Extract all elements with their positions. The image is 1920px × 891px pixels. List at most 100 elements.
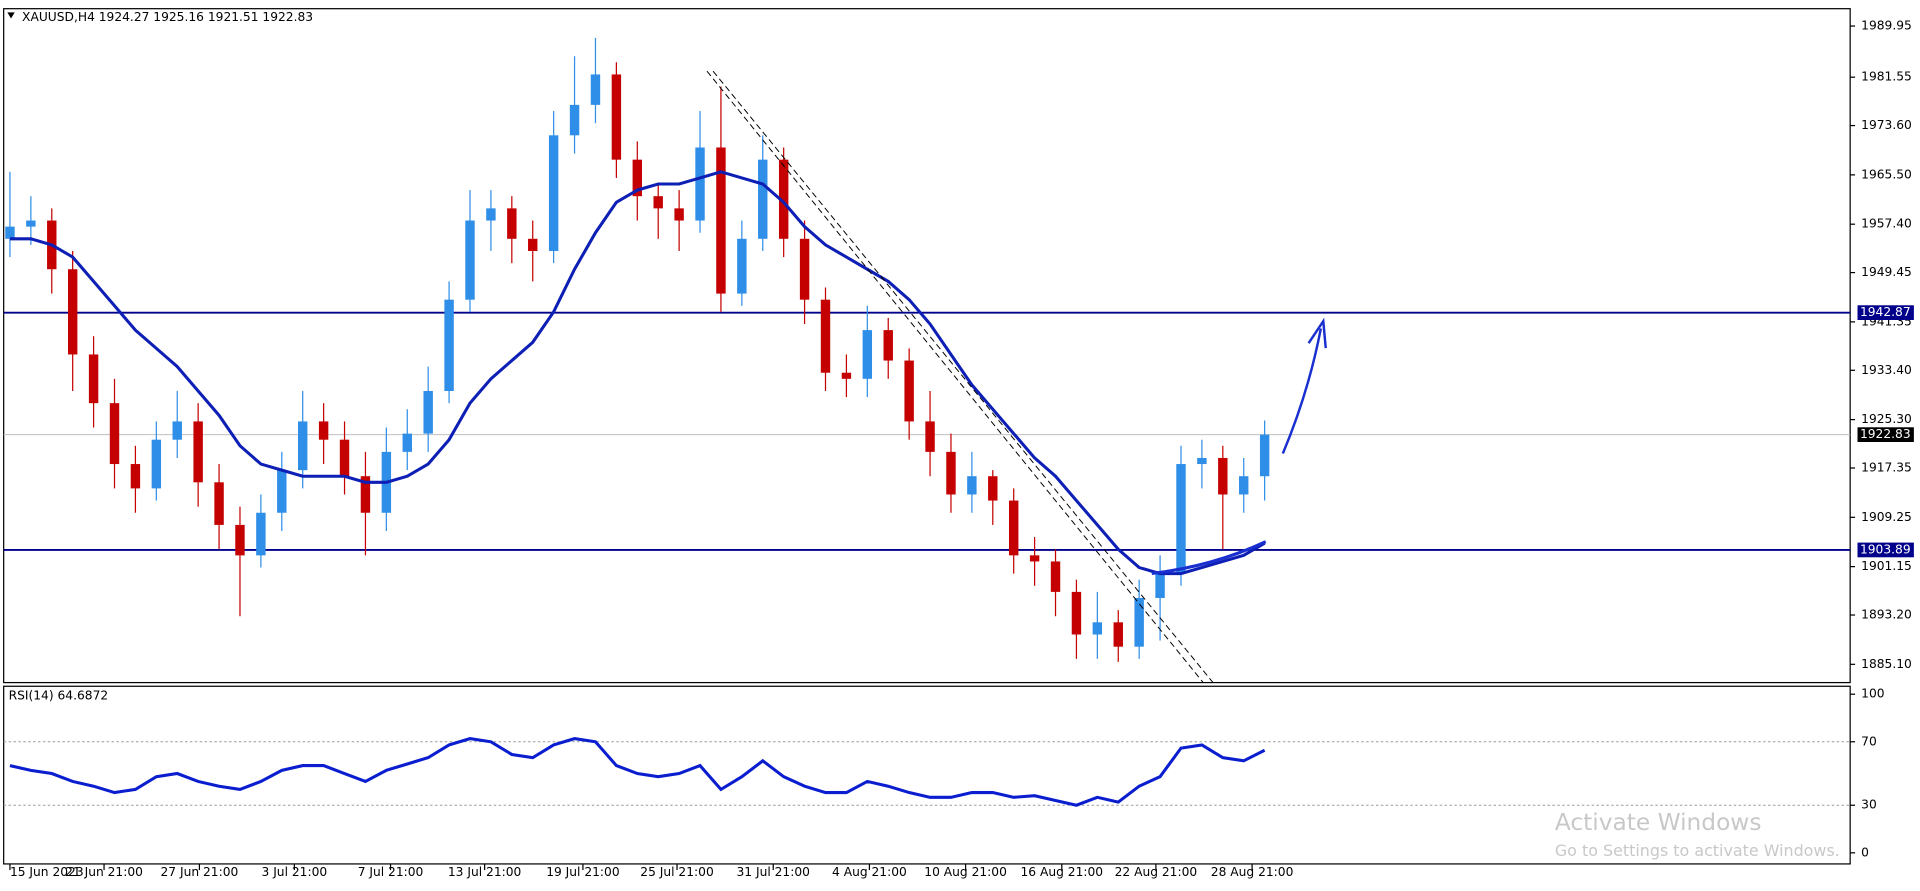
candle-body bbox=[360, 476, 371, 513]
candle-body bbox=[820, 299, 831, 373]
rsi-y-tick-label: 100 bbox=[1861, 687, 1884, 701]
candle-body bbox=[1008, 500, 1019, 556]
candle-body bbox=[5, 226, 15, 239]
candle-body bbox=[632, 159, 642, 197]
x-tick-label: 28 Aug 21:00 bbox=[1211, 865, 1294, 879]
x-tick-label: 27 Jun 21:00 bbox=[160, 865, 238, 879]
x-tick-label: 19 Jul 21:00 bbox=[546, 865, 619, 879]
candle-body bbox=[172, 421, 182, 440]
candle-body bbox=[548, 135, 559, 251]
candle-body bbox=[318, 421, 329, 440]
y-tick-label: 1973.60 bbox=[1861, 118, 1912, 132]
candle-body bbox=[695, 147, 705, 221]
rsi-y-tick-label: 70 bbox=[1861, 734, 1877, 748]
trend-channel-line bbox=[706, 70, 1204, 683]
candle-body bbox=[590, 74, 601, 105]
candle-body bbox=[758, 159, 768, 239]
candle-body bbox=[1071, 591, 1082, 635]
candle-body bbox=[716, 147, 726, 294]
x-tick-label: 25 Jul 21:00 bbox=[640, 865, 713, 879]
x-tick-label: 13 Jul 21:00 bbox=[448, 865, 521, 879]
candle-body bbox=[26, 220, 36, 227]
candle-body bbox=[988, 476, 998, 501]
candle-body bbox=[799, 238, 810, 300]
moving-average bbox=[9, 170, 1266, 576]
candle-body bbox=[778, 159, 789, 239]
candle-body bbox=[569, 104, 580, 136]
candle-body bbox=[653, 196, 663, 209]
candle-body bbox=[193, 421, 203, 483]
arrow-head bbox=[1307, 317, 1327, 349]
candle-body bbox=[67, 269, 78, 355]
candle-body bbox=[486, 208, 496, 221]
candle-body bbox=[528, 238, 538, 251]
candle-body bbox=[1029, 555, 1040, 562]
candle-body bbox=[402, 433, 412, 452]
x-tick-label: 4 Aug 21:00 bbox=[832, 865, 907, 879]
x-tick-label: 3 Jul 21:00 bbox=[262, 865, 328, 879]
x-tick-label: 7 Jul 21:00 bbox=[358, 865, 424, 879]
plot-layer: 1989.95 1981.55 1973.60 1965.50 1957.40 1949.… bbox=[3, 19, 1914, 879]
y-tick-label: 1981.55 bbox=[1861, 70, 1912, 84]
x-tick-label: 31 Jul 21:00 bbox=[736, 865, 809, 879]
candle-body bbox=[1113, 622, 1123, 647]
x-tick-label: 22 Aug 21:00 bbox=[1115, 865, 1198, 879]
y-tick-label: 1885.10 bbox=[1861, 657, 1912, 671]
watermark-title: Activate Windows bbox=[1555, 809, 1762, 836]
level-label: 1903.89 bbox=[1860, 542, 1911, 556]
y-tick-label: 1949.45 bbox=[1861, 265, 1912, 279]
x-tick-label: 21 Jun 21:00 bbox=[65, 865, 143, 879]
candle-body bbox=[1050, 561, 1061, 592]
rsi-panel bbox=[3, 685, 1851, 865]
candle-body bbox=[109, 403, 120, 465]
candle-body bbox=[925, 421, 935, 452]
candle-body bbox=[1176, 464, 1186, 574]
candle-body bbox=[339, 439, 350, 477]
candle-body bbox=[256, 512, 266, 556]
candle-body bbox=[737, 238, 747, 294]
level-label-box bbox=[1857, 542, 1914, 558]
watermark-subtitle: Go to Settings to activate Windows. bbox=[1555, 841, 1840, 860]
x-tick-label: 15 Jun 2023 bbox=[10, 865, 84, 879]
candle-body bbox=[151, 439, 162, 489]
y-tick-label: 1965.50 bbox=[1861, 167, 1912, 181]
candle-body bbox=[1197, 457, 1207, 465]
arrow bbox=[1281, 328, 1323, 454]
candle-body bbox=[1092, 622, 1103, 635]
y-tick-label: 1925.30 bbox=[1861, 412, 1912, 426]
candle-body bbox=[1155, 573, 1165, 598]
level-label-box bbox=[1857, 305, 1914, 320]
candle-body bbox=[88, 354, 99, 404]
candle-body bbox=[130, 464, 141, 489]
rsi-title: RSI(14) 64.6872 bbox=[9, 689, 109, 703]
candle-body bbox=[465, 220, 475, 300]
y-tick-label: 1989.95 bbox=[1861, 19, 1912, 33]
candle-body bbox=[444, 299, 454, 391]
candle-body bbox=[883, 330, 893, 361]
candle-body bbox=[1259, 434, 1270, 477]
y-tick-label: 1957.40 bbox=[1861, 217, 1912, 231]
candle-body bbox=[214, 482, 224, 525]
candle-body bbox=[946, 451, 956, 495]
price-panel bbox=[3, 8, 1851, 684]
chart-title: XAUUSD,H4 1924.27 1925.16 1921.51 1922.8… bbox=[22, 10, 313, 24]
y-tick-label: 1917.35 bbox=[1861, 461, 1912, 475]
candle-body bbox=[1239, 476, 1249, 495]
y-tick-label: 1893.20 bbox=[1861, 608, 1912, 622]
candle-body bbox=[1134, 597, 1144, 647]
candle-body bbox=[862, 330, 873, 379]
last-price-label: 1922.83 bbox=[1860, 427, 1911, 441]
candle-body bbox=[611, 74, 622, 160]
x-tick-label: 10 Aug 21:00 bbox=[924, 865, 1007, 879]
candle-body bbox=[904, 360, 914, 422]
candle-body bbox=[967, 476, 977, 495]
last-price-box bbox=[1857, 427, 1914, 442]
rsi-y-tick-label: 0 bbox=[1861, 845, 1869, 859]
candle-body bbox=[507, 208, 517, 239]
candle-body bbox=[1218, 457, 1228, 495]
rsi-y-tick-label: 30 bbox=[1861, 798, 1877, 812]
y-tick-label: 1933.40 bbox=[1861, 363, 1912, 377]
candle-body bbox=[277, 470, 287, 513]
